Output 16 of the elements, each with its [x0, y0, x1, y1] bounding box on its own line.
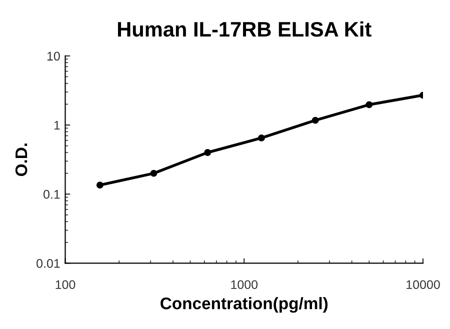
point	[366, 101, 373, 108]
x-tick-label: 100	[56, 280, 76, 290]
y-tick-label: 0.1	[44, 190, 60, 199]
point	[150, 170, 158, 177]
y-tick-label: 1	[54, 120, 60, 130]
y-tick-label: 10	[47, 52, 60, 61]
point	[258, 134, 265, 142]
x-tick-label: 1000	[231, 280, 258, 290]
chart-title: Human IL-17RB ELISA Kit	[118, 21, 372, 37]
y-tick-label: 0.01	[36, 259, 60, 268]
x-axis-title: Concentration(pg/ml)	[160, 297, 328, 313]
point	[96, 182, 104, 189]
point	[312, 116, 319, 124]
x-tick-label: 10000	[406, 280, 440, 290]
point	[204, 149, 212, 156]
y-axis-title: O.D.	[15, 144, 28, 176]
